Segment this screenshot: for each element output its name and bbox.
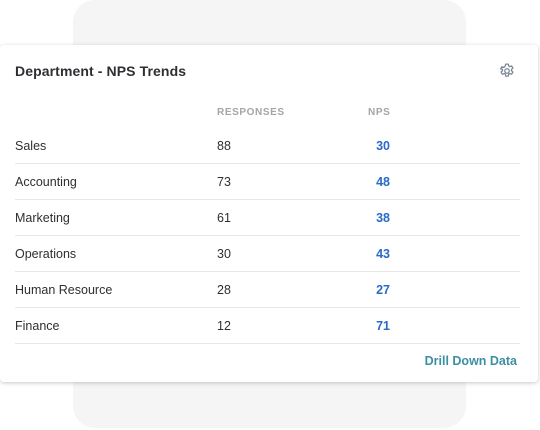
- column-header-nps: NPS: [368, 107, 391, 118]
- department-name: Human Resource: [15, 283, 113, 297]
- department-name: Accounting: [15, 175, 77, 189]
- nps-value: 30: [376, 139, 390, 153]
- department-name: Operations: [15, 247, 77, 261]
- gear-icon[interactable]: [498, 62, 516, 80]
- table-row: Operations 30 43: [15, 236, 520, 272]
- nps-value: 48: [376, 175, 390, 189]
- department-table: Sales 88 30 Accounting 73 48 Marketing 6…: [15, 128, 520, 344]
- department-name: Marketing: [15, 211, 70, 225]
- table-row: Marketing 61 38: [15, 200, 520, 236]
- column-header-responses: RESPONSES: [217, 107, 285, 118]
- responses-value: 61: [217, 211, 231, 225]
- department-name: Finance: [15, 319, 60, 333]
- responses-value: 28: [217, 283, 231, 297]
- nps-value: 27: [376, 283, 390, 297]
- department-name: Sales: [15, 139, 47, 153]
- responses-value: 12: [217, 319, 231, 333]
- nps-value: 43: [376, 247, 390, 261]
- responses-value: 30: [217, 247, 231, 261]
- table-row: Sales 88 30: [15, 128, 520, 164]
- nps-value: 38: [376, 211, 390, 225]
- responses-value: 73: [217, 175, 231, 189]
- nps-value: 71: [376, 319, 390, 333]
- drill-down-link[interactable]: Drill Down Data: [424, 354, 517, 368]
- table-row: Human Resource 28 27: [15, 272, 520, 308]
- card-title: Department - NPS Trends: [15, 63, 187, 79]
- nps-trends-card: Department - NPS Trends RESPONSES NPS Sa…: [0, 45, 538, 382]
- responses-value: 88: [217, 139, 231, 153]
- table-row: Accounting 73 48: [15, 164, 520, 200]
- table-row: Finance 12 71: [15, 308, 520, 344]
